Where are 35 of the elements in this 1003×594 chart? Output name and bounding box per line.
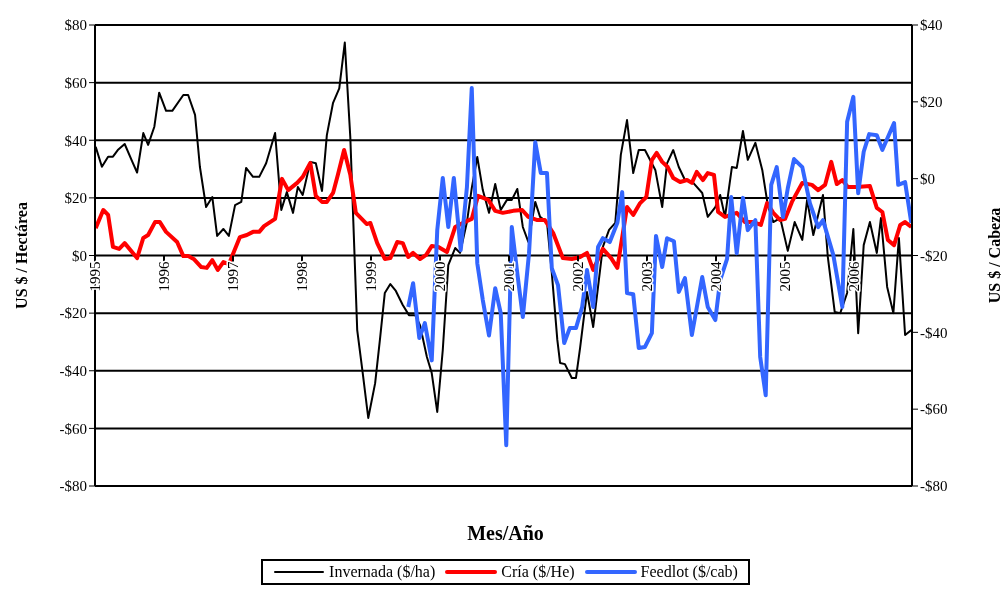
y-tick-label: $0 (72, 247, 87, 264)
x-tick-label: 1999 (363, 261, 380, 292)
x-tick-label: 1995 (87, 261, 103, 292)
legend-label: Invernada ($/ha) (329, 563, 436, 581)
y2-tick-label: -$80 (920, 478, 948, 495)
y-tick-label: $40 (64, 132, 87, 149)
y-axis-title: US $ / Hectárea (12, 202, 30, 309)
y-tick-label: $80 (64, 17, 87, 34)
x-tick-label: 2004 (708, 261, 725, 292)
x-tick-label: 1996 (156, 261, 172, 292)
y2-tick-label: $0 (920, 170, 935, 187)
x-tick-label: 2002 (570, 261, 587, 292)
x-tick-label: 2001 (501, 261, 518, 292)
y2-tick-label: -$40 (920, 324, 948, 341)
x-tick-label: 2005 (777, 261, 794, 292)
y2-tick-label: -$60 (920, 401, 948, 418)
y-tick-label: -$60 (59, 420, 87, 437)
x-tick-label: 2000 (432, 261, 449, 292)
y2-tick-label: -$20 (920, 247, 948, 264)
y-tick-label: -$80 (59, 478, 87, 495)
legend-label: Feedlot ($/cab) (640, 563, 738, 581)
y2-tick-label: $20 (920, 94, 943, 111)
line-series (406, 86, 912, 448)
y-tick-label: -$20 (59, 305, 87, 322)
y2-axis-title: US $ / Cabeza (985, 207, 1003, 304)
x-tick-label: 1998 (294, 261, 311, 292)
x-tick-label: 2003 (639, 261, 656, 292)
legend-label: Cría ($/He) (501, 563, 575, 581)
x-tick-label: 1997 (225, 261, 242, 292)
y2-tick-label: $40 (920, 17, 943, 34)
y-tick-label: -$40 (59, 363, 87, 380)
y-tick-label: $20 (64, 190, 87, 207)
x-axis-title: Mes/Año (466, 522, 545, 545)
x-tick-label: 2006 (846, 261, 863, 292)
y-tick-label: $60 (64, 74, 87, 91)
